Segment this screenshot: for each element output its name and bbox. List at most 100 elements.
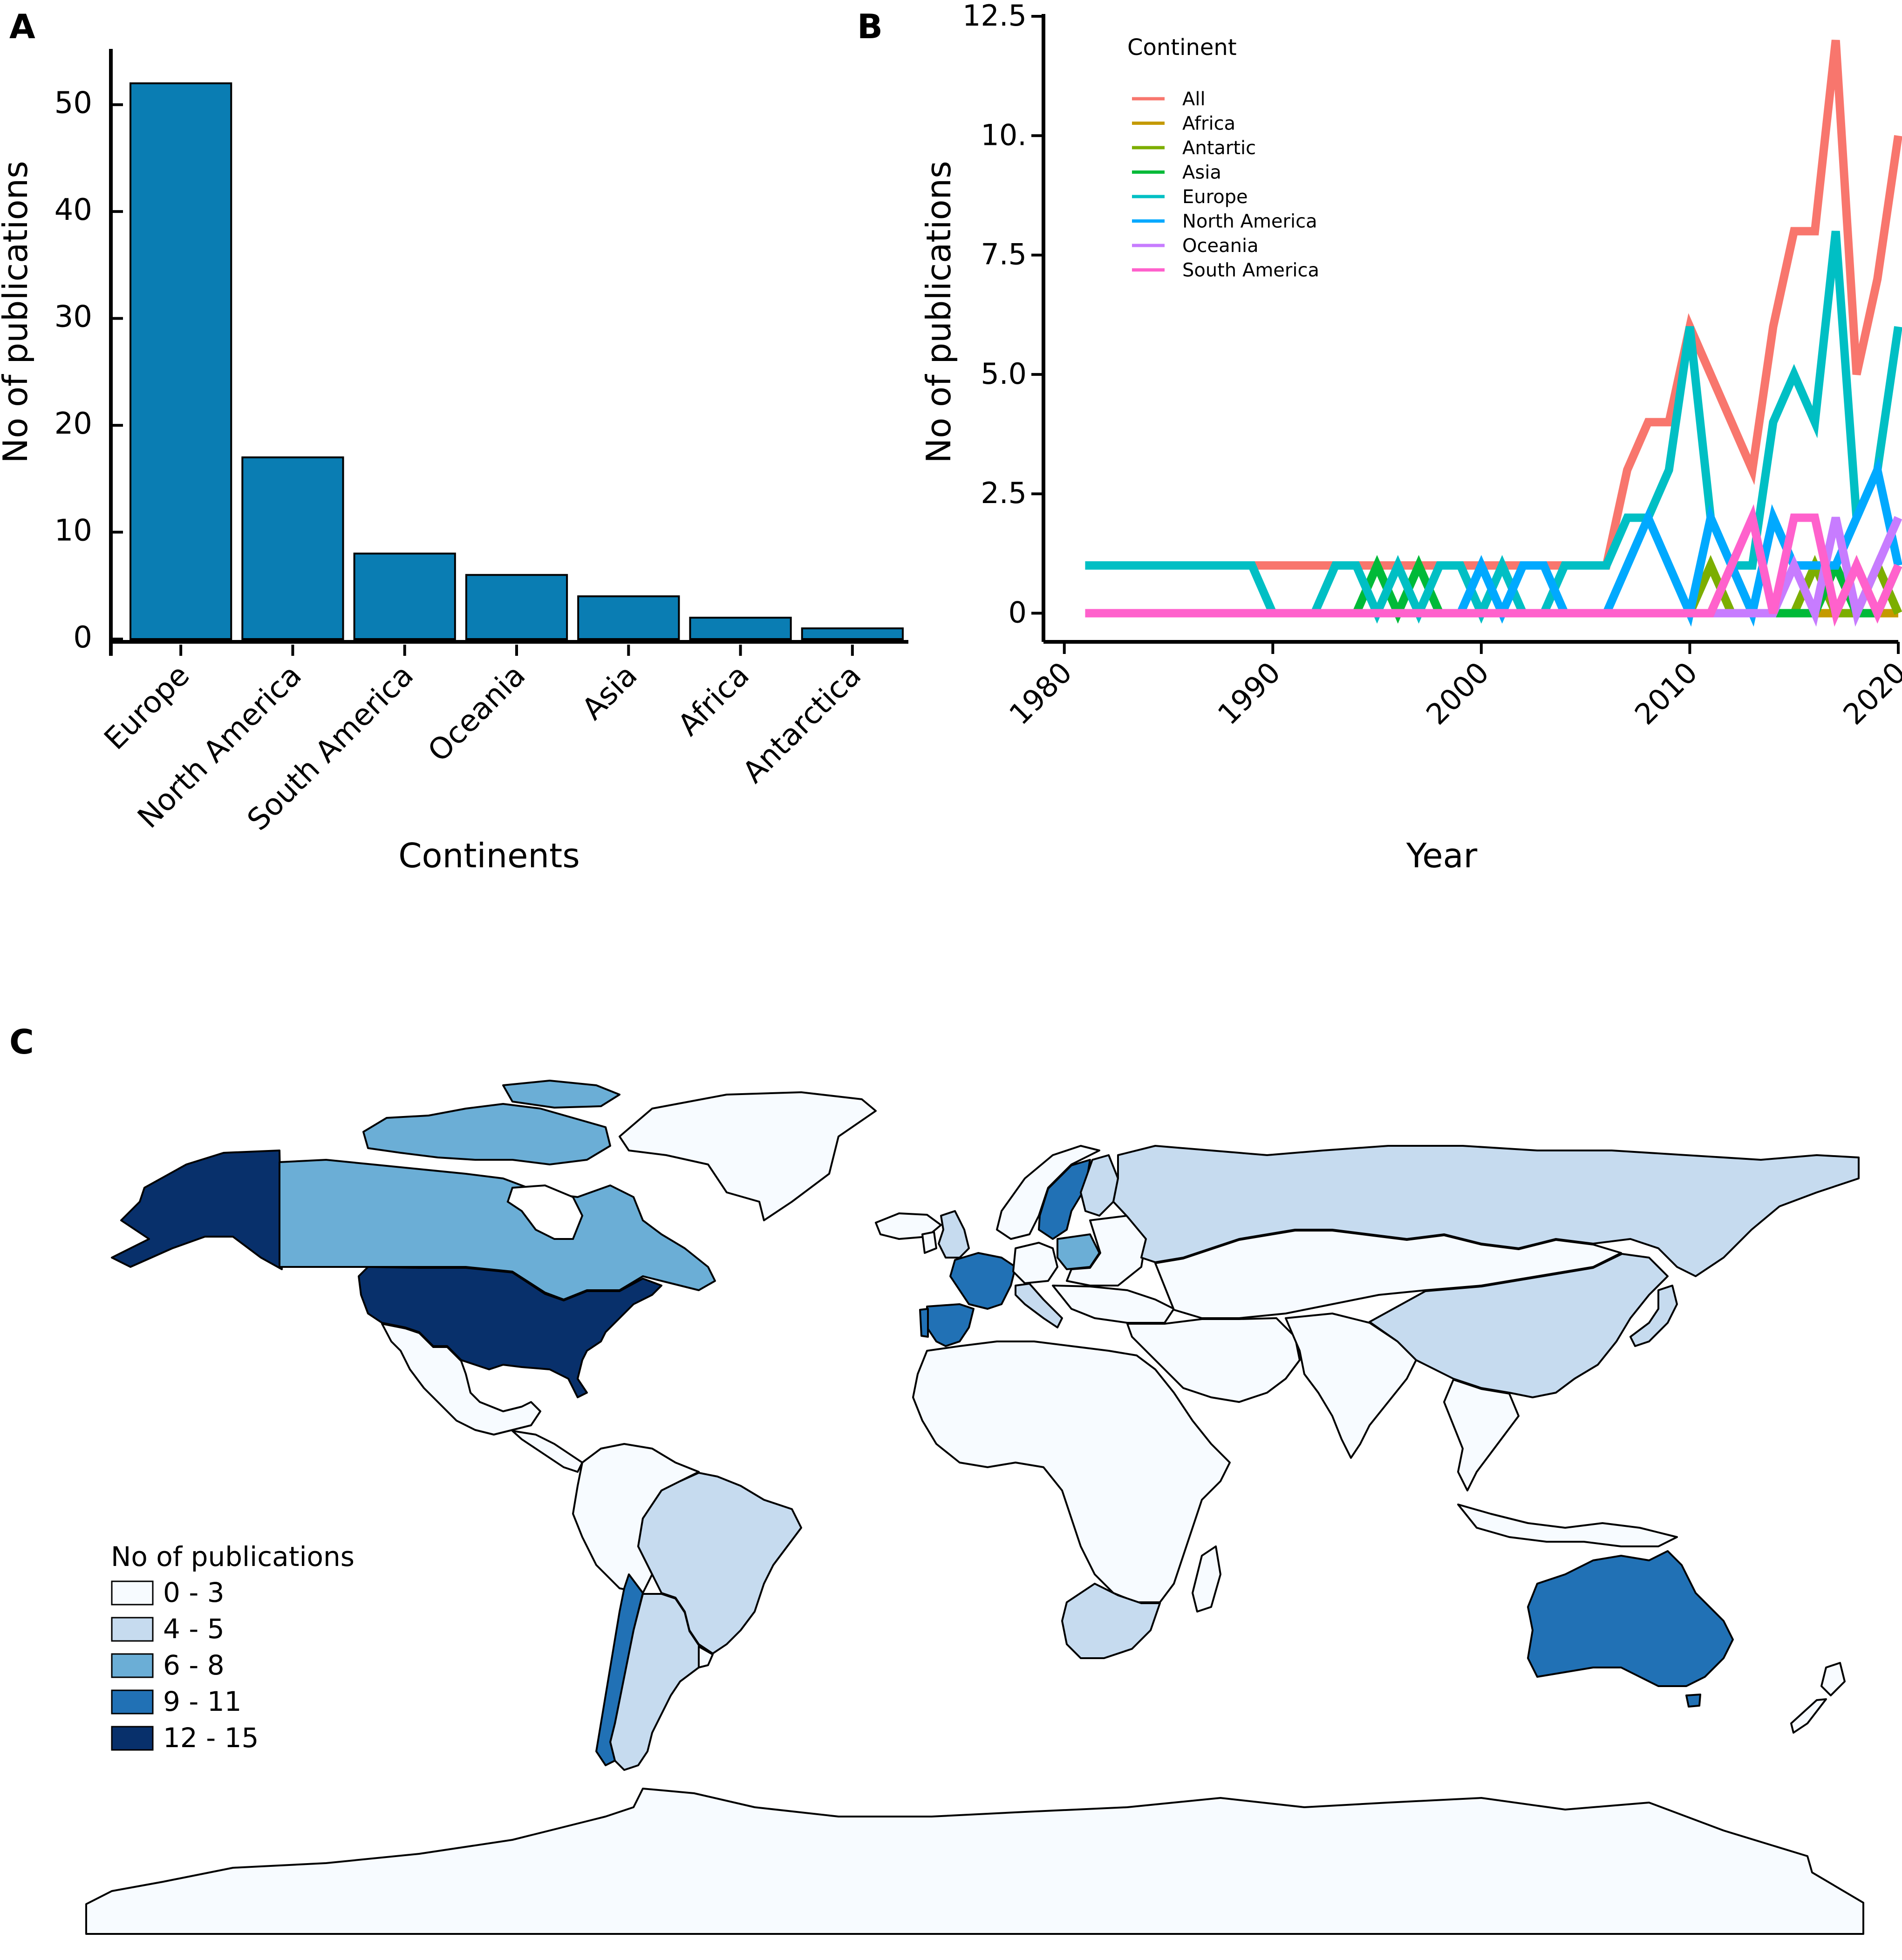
line-series (1085, 40, 1902, 627)
legend-label-antartic: Antartic (1182, 137, 1256, 159)
region-australia (1527, 1550, 1734, 1687)
region-canada-islands (362, 1103, 611, 1165)
y-tick-label: 30 (55, 300, 92, 334)
map-legend-label-6-8: 6 - 8 (163, 1649, 225, 1681)
x-tick-label-europe: Europe (98, 658, 196, 756)
region-africa (912, 1341, 1231, 1603)
x-tick-label-oceania: Oceania (422, 658, 532, 769)
bar-south-america (353, 552, 456, 640)
region-united-kingdom (938, 1210, 970, 1259)
region-china (1369, 1253, 1669, 1398)
region-central-asia (1154, 1230, 1622, 1319)
x-tick-label: 2000 (1419, 655, 1495, 731)
y-tick-label: 12.5 (962, 0, 1027, 33)
line-europe (1085, 231, 1902, 624)
region-brazil (637, 1472, 802, 1654)
x-tick-label-antarctica: Antarctica (736, 658, 868, 790)
region-chile (595, 1573, 644, 1766)
y-tick-label: 7.5 (981, 238, 1027, 272)
bar-north-america (241, 456, 344, 640)
y-tick-labels: 0 2.5 5.0 7.5 10. 12.5 (962, 0, 1027, 629)
map-legend-swatch-9-11 (111, 1689, 154, 1715)
x-tick-label-asia: Asia (575, 658, 644, 727)
line-south-america (1085, 504, 1902, 627)
map-legend-label-9-11: 9 - 11 (163, 1686, 242, 1717)
region-indonesia (1457, 1504, 1678, 1547)
y-axis-title: No of publications (0, 161, 35, 463)
bar-oceania (465, 574, 568, 640)
map-legend: No of publications 0 - 3 4 - 5 6 - 8 9 - 11… (111, 1541, 354, 1754)
region-sweden (1038, 1159, 1091, 1240)
region-japan (1629, 1285, 1678, 1347)
region-tasmania (1685, 1694, 1701, 1708)
region-finland (1080, 1154, 1119, 1217)
region-iceland (875, 1212, 942, 1240)
region-central-america (511, 1430, 583, 1473)
region-greenland (619, 1091, 877, 1221)
x-axis-title: Continents (398, 836, 580, 875)
map-legend-swatch-4-5 (111, 1617, 154, 1642)
region-new-zealand (1820, 1662, 1846, 1696)
panel-b-line-chart: B 0 2.5 5.0 7.5 10. 12.5 1980 1990 2000 2010 2020… (857, 0, 1902, 875)
region-madagascar (1192, 1545, 1221, 1613)
bar-europe (130, 82, 232, 640)
legend-label-africa: Africa (1182, 113, 1235, 135)
panel-a-letter: A (9, 7, 35, 46)
map-legend-swatch-12-15 (111, 1726, 154, 1751)
x-tick-label: 1980 (1002, 655, 1078, 731)
y-tick-label: 10 (55, 514, 92, 548)
x-tick-labels: 1980 1990 2000 2010 2020 (1002, 655, 1902, 731)
region-france (949, 1252, 1016, 1310)
legend-label-asia: Asia (1182, 162, 1221, 184)
region-south-africa (1061, 1583, 1161, 1659)
region-antarctica (85, 1788, 1864, 1935)
x-axis-title: Year (1406, 836, 1478, 875)
y-tick-labels: 0 10 20 30 40 50 (55, 86, 92, 655)
y-tick-label: 10. (981, 118, 1027, 152)
region-ireland (921, 1231, 937, 1254)
region-germany (1012, 1242, 1058, 1284)
axes (1031, 14, 1900, 654)
region-new-zealand (1790, 1698, 1827, 1734)
y-axis-title: No of publications (919, 161, 958, 463)
y-tick-label: 0 (1009, 595, 1027, 629)
legend-title: Continent (1127, 34, 1237, 61)
x-tick-label: 1990 (1211, 655, 1287, 731)
region-balkans-turkey (1052, 1285, 1175, 1324)
map-legend-label-0-3: 0 - 3 (163, 1577, 225, 1608)
bar-series (130, 82, 904, 640)
x-tick-label: 2010 (1628, 655, 1704, 731)
region-middle-east (1126, 1317, 1301, 1403)
region-hudson-bay (506, 1184, 584, 1240)
legend-label-all: All (1182, 88, 1206, 110)
bar-asia (577, 595, 680, 640)
y-tick-label: 5.0 (981, 357, 1027, 391)
map-legend-title: No of publications (111, 1541, 354, 1572)
region-canada-islands (502, 1080, 620, 1109)
y-tick-label: 50 (55, 86, 92, 121)
panel-c-world-map: C (9, 1022, 1864, 1935)
panel-b-letter: B (857, 7, 883, 46)
legend-label-oceania: Oceania (1182, 235, 1259, 257)
x-tick-label-africa: Africa (671, 658, 756, 742)
y-tick-label: 40 (55, 193, 92, 227)
bar-antarctica (801, 627, 904, 640)
y-tick-label: 2.5 (981, 476, 1027, 510)
legend-label-north-america: North America (1182, 211, 1317, 232)
map-legend-label-12-15: 12 - 15 (163, 1722, 259, 1754)
bar-africa (689, 617, 792, 640)
x-tick-label: 2020 (1836, 655, 1902, 731)
legend-label-europe: Europe (1182, 186, 1248, 208)
region-mexico (381, 1323, 541, 1436)
region-alaska (111, 1150, 283, 1270)
panel-c-letter: C (9, 1022, 34, 1062)
map-legend-items: 0 - 3 4 - 5 6 - 8 9 - 11 12 - 15 (111, 1577, 259, 1754)
region-spain (926, 1303, 975, 1347)
region-portugal (919, 1308, 929, 1338)
axes (109, 49, 908, 656)
